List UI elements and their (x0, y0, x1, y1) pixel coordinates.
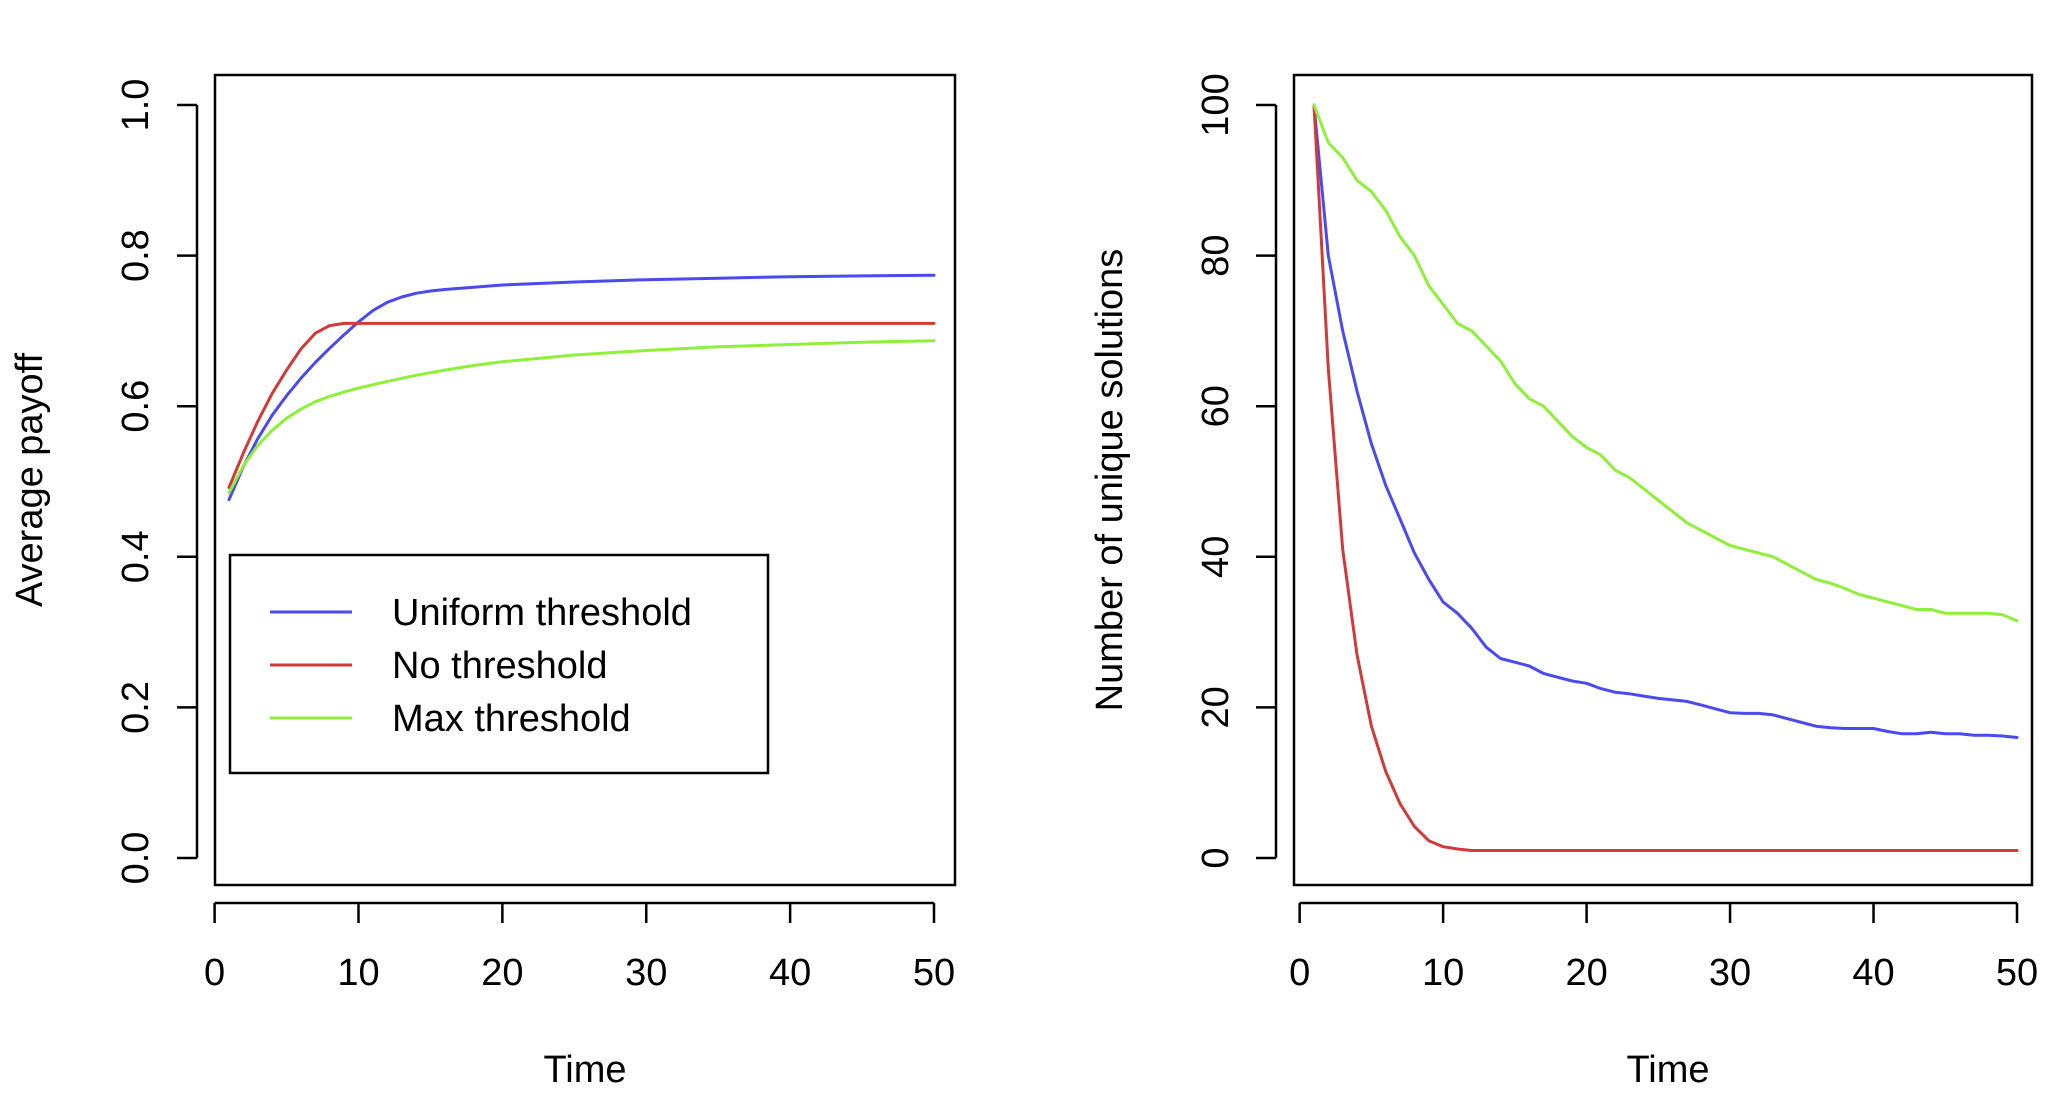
x-tick-label-20: 20 (481, 952, 523, 994)
x-tick-label-50: 50 (1996, 952, 2038, 994)
y-tick-label-0-2: 0.2 (115, 681, 157, 734)
y-tick-label-0-8: 0.8 (115, 229, 157, 282)
y-tick-label-100: 100 (1195, 73, 1237, 136)
x-tick-label-30: 30 (625, 952, 667, 994)
unique-solutions-chart: 0 10 20 30 40 50 0 20 40 60 80 100 Time Number of u… (1089, 73, 2038, 1091)
payoff-y-axis-label: Average payoff (9, 352, 51, 607)
unique-solutions-axes: 0 10 20 30 40 50 0 20 40 60 80 100 (1195, 73, 2038, 994)
x-tick-label-20: 20 (1565, 952, 1607, 994)
x-tick-label-0: 0 (1289, 952, 1310, 994)
legend-label-no-threshold: No threshold (392, 645, 607, 687)
x-tick-label-40: 40 (1852, 952, 1894, 994)
series-line-max-threshold (227, 339, 936, 495)
unique-solutions-x-axis-label: Time (1626, 1049, 1709, 1091)
payoff-chart: 0 10 20 30 40 50 0.0 0.2 0.4 0.6 0.8 1.0 Time Avera… (9, 73, 957, 1091)
x-tick-label-10: 10 (337, 952, 379, 994)
x-tick-label-10: 10 (1422, 952, 1464, 994)
y-tick-label-60: 60 (1195, 385, 1237, 427)
unique-solutions-plot-frame (1292, 73, 2034, 887)
y-tick-label-40: 40 (1195, 536, 1237, 578)
y-tick-label-0-6: 0.6 (115, 380, 157, 433)
y-tick-label-20: 20 (1195, 686, 1237, 728)
legend-label-max-threshold: Max threshold (392, 698, 631, 740)
series-line-uniform-threshold (1312, 103, 2019, 739)
series-line-max-threshold (1312, 103, 2019, 623)
payoff-axes: 0 10 20 30 40 50 0.0 0.2 0.4 0.6 0.8 1.0 (115, 79, 955, 994)
x-tick-label-0: 0 (204, 952, 225, 994)
series-line-no-threshold (1312, 103, 2019, 852)
payoff-x-axis-label: Time (543, 1049, 626, 1091)
y-tick-label-0-0: 0.0 (115, 832, 157, 885)
unique-solutions-y-axis-label: Number of unique solutions (1089, 249, 1131, 712)
payoff-series-layer (227, 273, 936, 502)
series-line-uniform-threshold (227, 273, 936, 502)
x-tick-label-30: 30 (1709, 952, 1751, 994)
payoff-plot-frame (213, 73, 957, 887)
series-line-no-threshold (227, 321, 936, 489)
x-tick-label-40: 40 (769, 952, 811, 994)
legend-label-uniform-threshold: Uniform threshold (392, 592, 692, 634)
x-tick-label-50: 50 (913, 952, 955, 994)
unique-solutions-series-layer (1312, 103, 2019, 852)
y-tick-label-0: 0 (1195, 847, 1237, 868)
payoff-legend: Uniform threshold No threshold Max thres… (228, 553, 770, 775)
y-tick-label-0-4: 0.4 (115, 530, 157, 583)
y-tick-label-1-0: 1.0 (115, 79, 157, 132)
y-tick-label-80: 80 (1195, 234, 1237, 276)
